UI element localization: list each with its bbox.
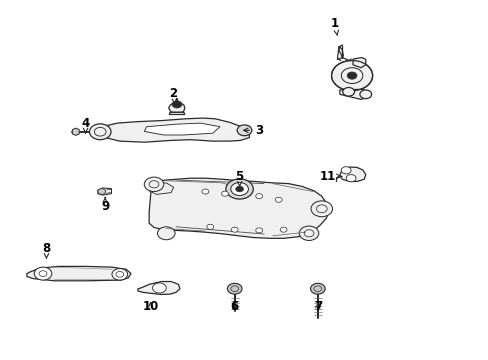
Circle shape bbox=[144, 177, 163, 192]
Circle shape bbox=[237, 125, 251, 136]
Text: 1: 1 bbox=[330, 17, 338, 36]
Circle shape bbox=[230, 183, 248, 195]
Polygon shape bbox=[72, 128, 79, 135]
Text: 2: 2 bbox=[169, 87, 177, 103]
Circle shape bbox=[275, 197, 282, 202]
Circle shape bbox=[255, 228, 262, 233]
Polygon shape bbox=[168, 104, 184, 112]
Circle shape bbox=[112, 269, 127, 280]
Circle shape bbox=[331, 60, 372, 91]
Text: 6: 6 bbox=[230, 300, 238, 313]
Circle shape bbox=[221, 191, 228, 196]
Circle shape bbox=[280, 227, 286, 232]
Circle shape bbox=[225, 179, 253, 199]
Polygon shape bbox=[339, 167, 365, 181]
Polygon shape bbox=[98, 188, 111, 195]
Polygon shape bbox=[352, 58, 365, 68]
Circle shape bbox=[172, 101, 182, 108]
Text: 11: 11 bbox=[319, 170, 341, 183]
Polygon shape bbox=[149, 183, 173, 194]
Circle shape bbox=[299, 226, 318, 240]
Circle shape bbox=[310, 201, 332, 217]
Circle shape bbox=[157, 227, 175, 240]
Circle shape bbox=[202, 189, 208, 194]
Text: 7: 7 bbox=[313, 300, 321, 313]
Text: 5: 5 bbox=[235, 170, 243, 186]
Polygon shape bbox=[138, 282, 180, 294]
Circle shape bbox=[255, 194, 262, 199]
Circle shape bbox=[231, 227, 238, 232]
Text: 10: 10 bbox=[142, 300, 159, 313]
Circle shape bbox=[152, 283, 166, 293]
Circle shape bbox=[346, 175, 355, 182]
Polygon shape bbox=[27, 266, 131, 281]
Polygon shape bbox=[169, 112, 184, 114]
Polygon shape bbox=[339, 89, 367, 99]
Text: 8: 8 bbox=[42, 242, 50, 258]
Circle shape bbox=[34, 267, 52, 280]
Circle shape bbox=[235, 186, 243, 192]
Polygon shape bbox=[94, 118, 249, 142]
Circle shape bbox=[310, 283, 325, 294]
Text: 3: 3 bbox=[243, 124, 263, 137]
Text: 9: 9 bbox=[101, 198, 109, 213]
Circle shape bbox=[359, 90, 371, 99]
Polygon shape bbox=[149, 178, 328, 238]
Circle shape bbox=[98, 189, 105, 194]
Polygon shape bbox=[338, 47, 343, 58]
Circle shape bbox=[341, 167, 350, 174]
Circle shape bbox=[342, 87, 354, 96]
Circle shape bbox=[206, 224, 213, 229]
Text: 4: 4 bbox=[81, 117, 89, 133]
Circle shape bbox=[89, 124, 111, 140]
Circle shape bbox=[346, 72, 356, 79]
Polygon shape bbox=[144, 123, 220, 135]
Circle shape bbox=[227, 283, 242, 294]
